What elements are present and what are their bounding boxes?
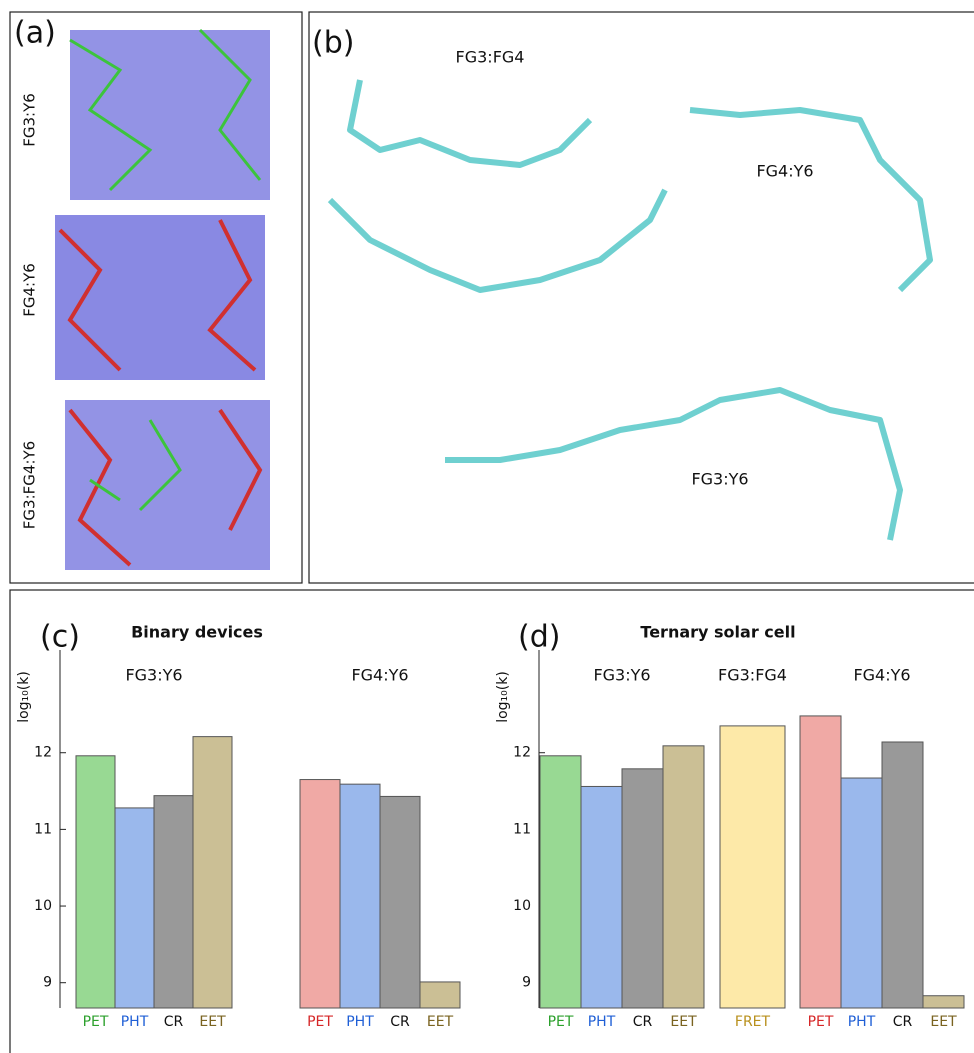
group-label: FG3:Y6: [125, 666, 182, 685]
x-tick-label: FRET: [735, 1014, 771, 1030]
md-box-fg3-fg4-y6: [65, 400, 270, 570]
molecule-sketch: [327, 79, 933, 541]
y-axis-label: log₁₀(k): [495, 671, 511, 723]
x-tick-label: EET: [930, 1014, 957, 1030]
x-tick-label: PET: [808, 1014, 834, 1030]
pair-label: FG3:Y6: [691, 470, 748, 489]
panel-label: (a): [14, 16, 56, 51]
x-tick-label: CR: [633, 1014, 653, 1030]
panel-b-frame: [308, 11, 974, 584]
x-tick-label: EET: [670, 1014, 697, 1030]
x-tick-label: PET: [83, 1014, 109, 1030]
bar: [339, 783, 381, 1009]
bar: [799, 715, 842, 1009]
bar: [662, 745, 705, 1009]
group-label: FG4:Y6: [853, 666, 910, 685]
x-tick-label: EET: [427, 1014, 454, 1030]
pair-label: FG3:FG4: [456, 48, 525, 67]
x-tick-label: CR: [390, 1014, 410, 1030]
bar: [192, 736, 233, 1009]
x-tick-label: PET: [548, 1014, 574, 1030]
panel-a-frame: [9, 11, 303, 584]
y-tick-label: 10: [513, 898, 531, 914]
chart-title: Ternary solar cell: [640, 623, 795, 642]
y-tick-label: 11: [34, 821, 52, 837]
bar: [379, 795, 421, 1009]
x-tick-label: PHT: [848, 1014, 876, 1030]
bar: [840, 777, 883, 1009]
y-tick-label: 12: [513, 745, 531, 761]
group-label: FG3:FG4: [718, 666, 787, 685]
x-tick-label: PHT: [588, 1014, 616, 1030]
group-label: FG3:Y6: [593, 666, 650, 685]
bar: [580, 785, 623, 1009]
x-tick-label: PHT: [346, 1014, 374, 1030]
group-label: FG4:Y6: [351, 666, 408, 685]
bar: [719, 725, 786, 1009]
panel-label: (c): [40, 620, 80, 655]
bar: [75, 755, 116, 1009]
y-tick-label: 9: [522, 975, 531, 991]
chart-title: Binary devices: [131, 623, 263, 642]
bar: [539, 755, 582, 1009]
md-box-fg4-y6: [55, 215, 265, 380]
bar: [419, 981, 461, 1009]
bar: [881, 741, 924, 1009]
y-tick-label: 12: [34, 745, 52, 761]
x-tick-label: CR: [893, 1014, 913, 1030]
bar: [114, 807, 155, 1009]
bar: [922, 995, 965, 1009]
md-box-fg3-y6: [69, 28, 270, 200]
bar: [299, 779, 341, 1009]
panel-label: (b): [312, 26, 354, 61]
bar: [153, 795, 194, 1009]
x-tick-label: PHT: [121, 1014, 149, 1030]
panel-cd-frame: [9, 589, 974, 1053]
y-tick-label: 9: [43, 975, 52, 991]
system-label: FG4:Y6: [21, 263, 39, 317]
x-tick-label: PET: [307, 1014, 333, 1030]
x-tick-label: CR: [164, 1014, 184, 1030]
y-tick-label: 11: [513, 821, 531, 837]
pair-label: FG4:Y6: [756, 162, 813, 181]
system-label: FG3:FG4:Y6: [21, 441, 39, 529]
bar: [621, 768, 664, 1009]
y-tick-label: 10: [34, 898, 52, 914]
y-axis-label: log₁₀(k): [16, 671, 32, 723]
x-tick-label: EET: [199, 1014, 226, 1030]
panel-label: (d): [518, 620, 560, 655]
system-label: FG3:Y6: [21, 93, 39, 147]
